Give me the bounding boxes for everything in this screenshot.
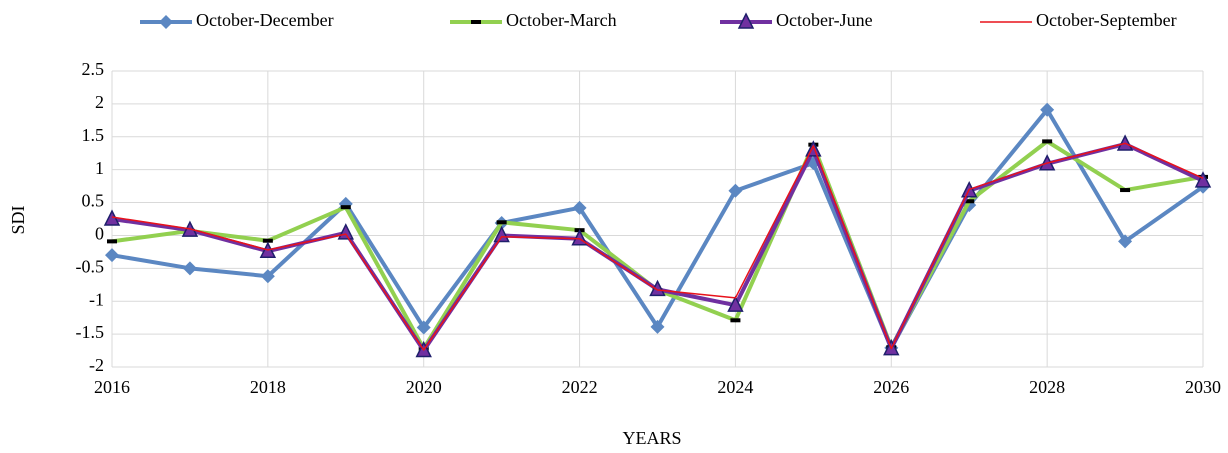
marker xyxy=(416,320,431,335)
y-tick-label: 1.5 xyxy=(82,125,105,145)
x-tick-label: 2016 xyxy=(94,377,130,397)
y-tick-label: 2.5 xyxy=(82,59,105,79)
x-tick-label: 2022 xyxy=(562,377,598,397)
legend-label: October-December xyxy=(196,10,334,30)
marker xyxy=(107,239,117,244)
marker xyxy=(496,220,507,225)
x-axis-label: YEARS xyxy=(622,428,681,448)
marker xyxy=(182,261,197,276)
marker xyxy=(340,205,351,210)
y-tick-label: -0.5 xyxy=(76,256,105,276)
marker xyxy=(260,269,275,284)
marker xyxy=(337,223,354,240)
y-tick-label: 1 xyxy=(95,158,104,178)
series-line xyxy=(111,142,1204,353)
y-tick-label: -1.5 xyxy=(76,322,105,342)
marker xyxy=(650,319,665,334)
series-line xyxy=(111,139,1204,351)
marker xyxy=(964,199,975,204)
y-tick-label: -1 xyxy=(89,289,104,309)
marker xyxy=(493,225,510,243)
legend-label: October-March xyxy=(506,10,617,30)
legend-label: October-June xyxy=(776,10,873,30)
y-tick-label: 2 xyxy=(95,92,104,112)
marker xyxy=(1118,234,1133,249)
marker xyxy=(730,318,741,323)
y-tick-label: 0.5 xyxy=(82,191,105,211)
y-tick-label: -2 xyxy=(89,355,104,375)
x-tick-label: 2026 xyxy=(873,377,909,397)
marker xyxy=(727,295,744,312)
marker xyxy=(1120,188,1131,193)
marker xyxy=(572,200,587,215)
legend-marker xyxy=(737,12,755,29)
x-tick-label: 2018 xyxy=(250,377,286,397)
y-axis-label: SDI xyxy=(8,205,28,234)
series-line xyxy=(111,142,1204,351)
legend-label: October-September xyxy=(1036,10,1177,30)
marker xyxy=(262,238,273,243)
marker xyxy=(1040,102,1055,117)
legend-marker xyxy=(471,20,481,24)
x-tick-label: 2020 xyxy=(406,377,442,397)
x-tick-label: 2028 xyxy=(1029,377,1065,397)
x-tick-label: 2024 xyxy=(717,377,753,397)
marker xyxy=(728,183,743,198)
marker xyxy=(1042,139,1053,144)
y-tick-label: 0 xyxy=(95,224,104,244)
marker xyxy=(1194,171,1212,188)
legend-marker xyxy=(159,15,173,29)
marker xyxy=(105,248,119,263)
x-tick-label: 2030 xyxy=(1185,377,1221,397)
